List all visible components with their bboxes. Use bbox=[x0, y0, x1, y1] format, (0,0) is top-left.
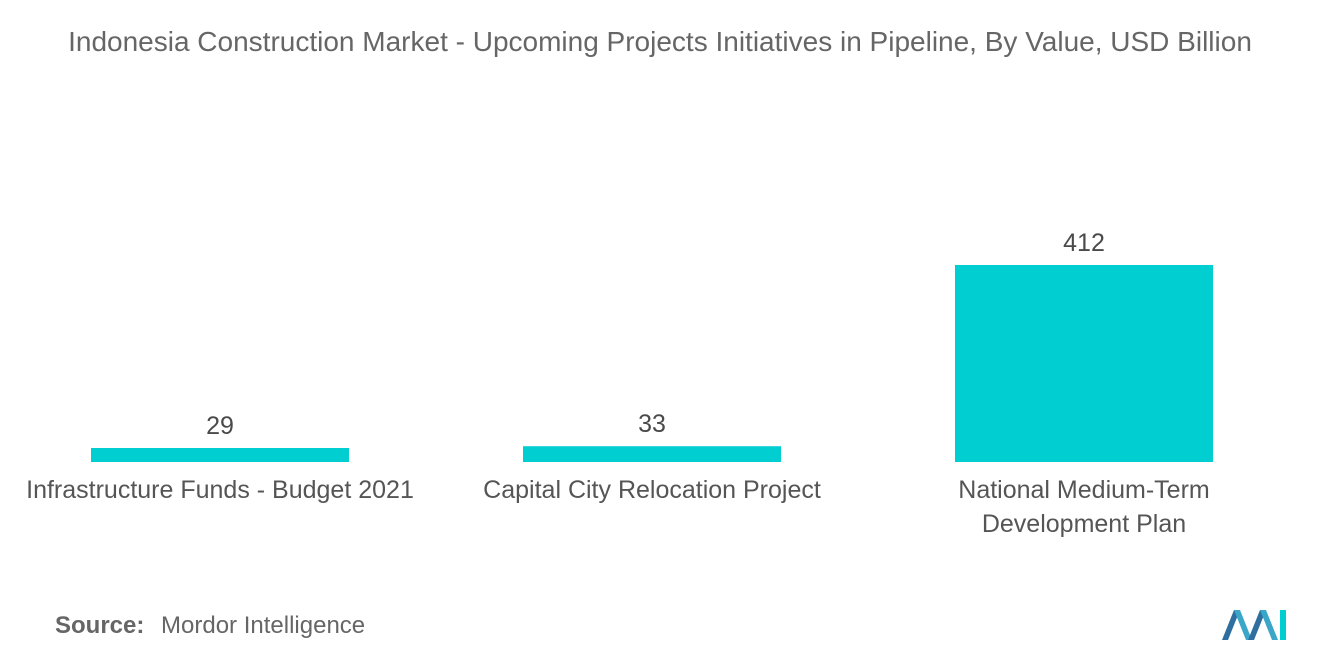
source-label: Source: bbox=[55, 612, 145, 639]
bar-3 bbox=[955, 265, 1213, 462]
value-labels-layer: 29 33 412 bbox=[206, 229, 1105, 440]
category-label-2: Capital City Relocation Project bbox=[483, 476, 821, 504]
bar-value-label-3: 412 bbox=[1063, 229, 1105, 257]
mordor-intelligence-logo-icon bbox=[1222, 610, 1286, 640]
bar-1 bbox=[91, 448, 349, 462]
chart-title: Indonesia Construction Market - Upcoming… bbox=[68, 26, 1252, 57]
source-value: Mordor Intelligence bbox=[161, 612, 366, 639]
bar-value-label-1: 29 bbox=[206, 412, 234, 440]
bar-value-label-2: 33 bbox=[638, 410, 666, 438]
source-note: Source: Mordor Intelligence bbox=[55, 612, 365, 640]
category-label-line: Capital City Relocation Project bbox=[483, 476, 821, 504]
category-label-line: National Medium-Term bbox=[958, 476, 1209, 504]
category-labels-layer: Infrastructure Funds - Budget 2021 Capita… bbox=[26, 476, 1210, 538]
category-label-3: National Medium-Term Development Plan bbox=[958, 476, 1209, 538]
bar-2 bbox=[523, 446, 781, 462]
category-label-line: Infrastructure Funds - Budget 2021 bbox=[26, 476, 414, 504]
bars-layer bbox=[91, 265, 1213, 462]
category-label-line: Development Plan bbox=[982, 510, 1186, 538]
category-label-1: Infrastructure Funds - Budget 2021 bbox=[26, 476, 414, 504]
